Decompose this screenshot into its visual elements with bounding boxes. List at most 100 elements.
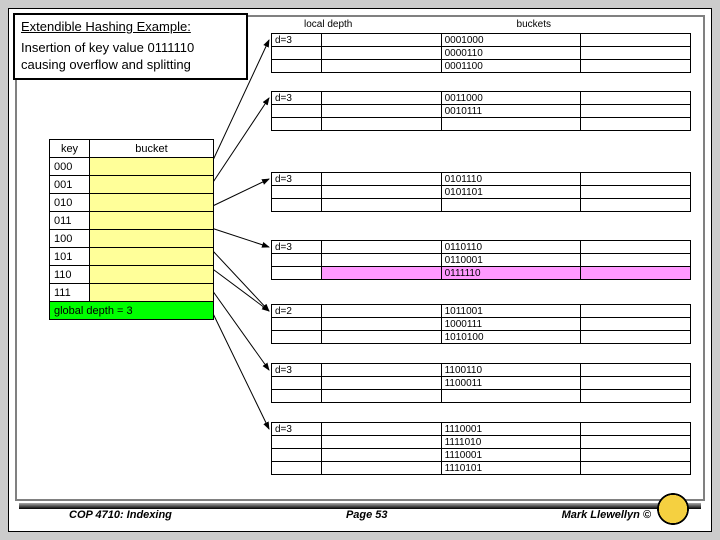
dir-key-cell: 111 <box>50 284 90 302</box>
bucket-tail-cell <box>581 377 691 390</box>
bucket-spacer-cell <box>321 331 441 344</box>
global-depth-cell: global depth = 3 <box>50 302 214 320</box>
bucket-table: d=3 1110001 1111010 1110001 1110101 <box>271 422 691 475</box>
dir-col-bucket: bucket <box>90 140 214 158</box>
dir-row: 011 <box>50 212 214 230</box>
dir-bucket-cell <box>90 230 214 248</box>
bucket-value-cell: 0001100 <box>441 60 581 73</box>
bucket-depth-cell <box>272 436 322 449</box>
bucket-spacer-cell <box>321 436 441 449</box>
header-local-depth: local depth <box>304 19 352 30</box>
bucket-spacer-cell <box>321 92 441 105</box>
directory-table: key bucket 000001010011100101110111 glob… <box>49 139 214 320</box>
dir-bucket-cell <box>90 194 214 212</box>
dir-bucket-cell <box>90 266 214 284</box>
bucket-tail-cell <box>581 423 691 436</box>
bucket-table: d=3 0101110 0101101 <box>271 172 691 212</box>
bucket-depth-cell: d=3 <box>272 241 322 254</box>
bucket-spacer-cell <box>321 105 441 118</box>
bucket-tail-cell <box>581 254 691 267</box>
header-buckets: buckets <box>517 19 551 30</box>
bucket-depth-cell <box>272 254 322 267</box>
dir-bucket-cell <box>90 158 214 176</box>
bucket-tail-cell <box>581 34 691 47</box>
bucket-depth-cell: d=2 <box>272 305 322 318</box>
dir-key-cell: 000 <box>50 158 90 176</box>
bucket-spacer-cell <box>321 118 441 131</box>
footer-center: Page 53 <box>346 509 388 521</box>
dir-row: 010 <box>50 194 214 212</box>
dir-row: 000 <box>50 158 214 176</box>
dir-key-cell: 100 <box>50 230 90 248</box>
bucket-depth-cell <box>272 47 322 60</box>
bucket-tail-cell <box>581 305 691 318</box>
bucket-tail-cell <box>581 92 691 105</box>
bucket-value-cell: 0110110 <box>441 241 581 254</box>
bucket-tail-cell <box>581 118 691 131</box>
dir-row: 111 <box>50 284 214 302</box>
bucket-spacer-cell <box>321 60 441 73</box>
bucket-tail-cell <box>581 47 691 60</box>
title-line2: Insertion of key value 0111110 causing o… <box>21 40 240 74</box>
bucket-tail-cell <box>581 436 691 449</box>
bucket-depth-cell <box>272 318 322 331</box>
bucket-value-cell: 0111110 <box>441 267 581 280</box>
dir-row: 001 <box>50 176 214 194</box>
bucket-depth-cell <box>272 390 322 403</box>
footer-bar: COP 4710: Indexing Page 53 Mark Llewelly… <box>9 504 711 526</box>
bucket-spacer-cell <box>321 390 441 403</box>
bucket-value-cell: 1110001 <box>441 423 581 436</box>
dir-key-cell: 010 <box>50 194 90 212</box>
bucket-depth-cell <box>272 118 322 131</box>
bucket-tail-cell <box>581 241 691 254</box>
bucket-tail-cell <box>581 462 691 475</box>
dir-bucket-cell <box>90 212 214 230</box>
bucket-value-cell: 0101110 <box>441 173 581 186</box>
dir-bucket-cell <box>90 248 214 266</box>
dir-bucket-cell <box>90 176 214 194</box>
bucket-depth-cell: d=3 <box>272 34 322 47</box>
title-line1: Extendible Hashing Example: <box>21 19 240 36</box>
bucket-table: d=3 0110110 0110001 0111110 <box>271 240 691 280</box>
bucket-depth-cell <box>272 377 322 390</box>
bucket-spacer-cell <box>321 423 441 436</box>
bucket-spacer-cell <box>321 318 441 331</box>
bucket-depth-cell <box>272 449 322 462</box>
bucket-table: d=3 0001000 0000110 0001100 <box>271 33 691 73</box>
dir-bucket-cell <box>90 284 214 302</box>
bucket-value-cell: 0110001 <box>441 254 581 267</box>
footer-right: Mark Llewellyn © <box>562 509 651 521</box>
bucket-table: d=3 1100110 1100011 <box>271 363 691 403</box>
bucket-spacer-cell <box>321 377 441 390</box>
bucket-tail-cell <box>581 449 691 462</box>
bucket-spacer-cell <box>321 199 441 212</box>
bucket-depth-cell <box>272 199 322 212</box>
bucket-value-cell: 0001000 <box>441 34 581 47</box>
bucket-depth-cell: d=3 <box>272 173 322 186</box>
bucket-spacer-cell <box>321 47 441 60</box>
bucket-depth-cell: d=3 <box>272 92 322 105</box>
bucket-spacer-cell <box>321 462 441 475</box>
footer-left: COP 4710: Indexing <box>69 509 172 521</box>
bucket-value-cell: 1010100 <box>441 331 581 344</box>
dir-col-key: key <box>50 140 90 158</box>
slide-frame: Extendible Hashing Example: Insertion of… <box>8 8 712 532</box>
dir-row: 110 <box>50 266 214 284</box>
bucket-tail-cell <box>581 318 691 331</box>
bucket-depth-cell <box>272 331 322 344</box>
bucket-value-cell: 1110001 <box>441 449 581 462</box>
bucket-depth-cell: d=3 <box>272 364 322 377</box>
bucket-table: d=3 0011000 0010111 <box>271 91 691 131</box>
logo-icon <box>655 491 691 527</box>
bucket-value-cell: 0101101 <box>441 186 581 199</box>
bucket-tail-cell <box>581 331 691 344</box>
title-box: Extendible Hashing Example: Insertion of… <box>13 13 248 80</box>
bucket-spacer-cell <box>321 173 441 186</box>
bucket-tail-cell <box>581 60 691 73</box>
bucket-tail-cell <box>581 186 691 199</box>
bucket-value-cell: 0011000 <box>441 92 581 105</box>
bucket-spacer-cell <box>321 186 441 199</box>
bucket-depth-cell <box>272 186 322 199</box>
bucket-value-cell <box>441 199 581 212</box>
bucket-tail-cell <box>581 173 691 186</box>
